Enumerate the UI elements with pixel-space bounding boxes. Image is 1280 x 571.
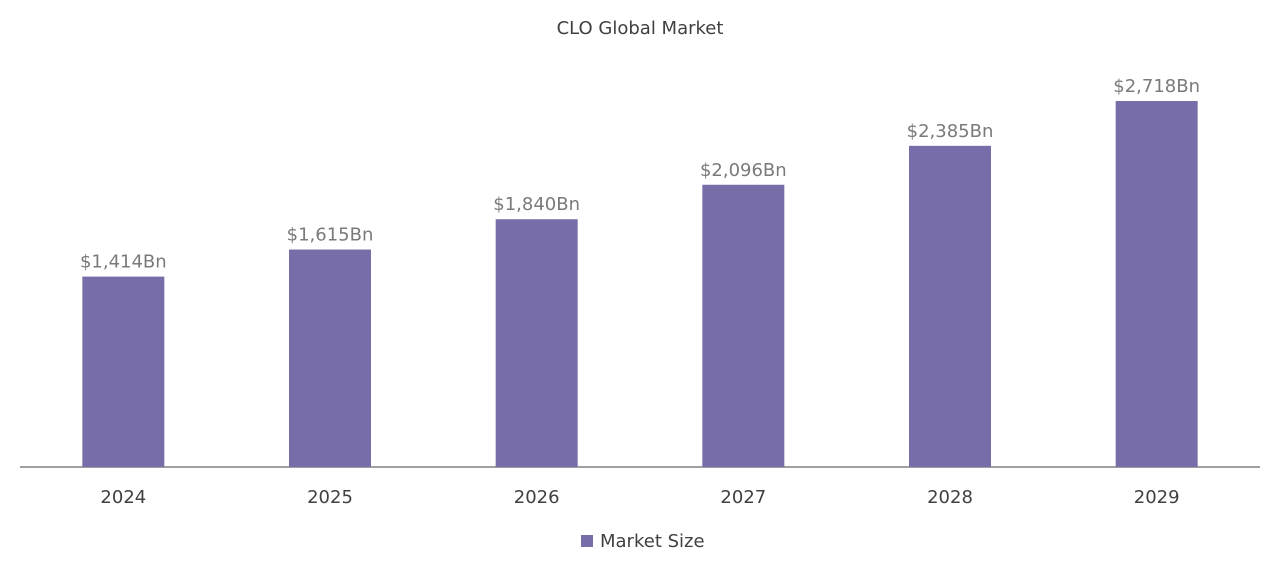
chart-title: CLO Global Market [557, 18, 724, 39]
bar [909, 145, 991, 467]
data-label: $1,840Bn [493, 194, 580, 215]
data-label: $2,096Bn [700, 160, 787, 181]
x-tick-label: 2028 [927, 487, 973, 508]
x-tick-label: 2027 [720, 487, 766, 508]
data-label: $1,414Bn [80, 252, 167, 273]
x-tick-label: 2024 [100, 487, 146, 508]
bar [495, 219, 578, 467]
bar [82, 276, 165, 467]
legend-label: Market Size [600, 531, 705, 552]
bar [702, 184, 785, 467]
legend-swatch [581, 535, 593, 547]
data-label: $1,615Bn [287, 225, 374, 246]
bar [289, 249, 371, 467]
x-tick-label: 2026 [514, 487, 560, 508]
x-tick-label: 2029 [1134, 487, 1180, 508]
data-label: $2,718Bn [1113, 76, 1200, 97]
data-label: $2,385Bn [907, 121, 994, 142]
x-tick-label: 2025 [307, 487, 353, 508]
bar [1115, 101, 1198, 467]
